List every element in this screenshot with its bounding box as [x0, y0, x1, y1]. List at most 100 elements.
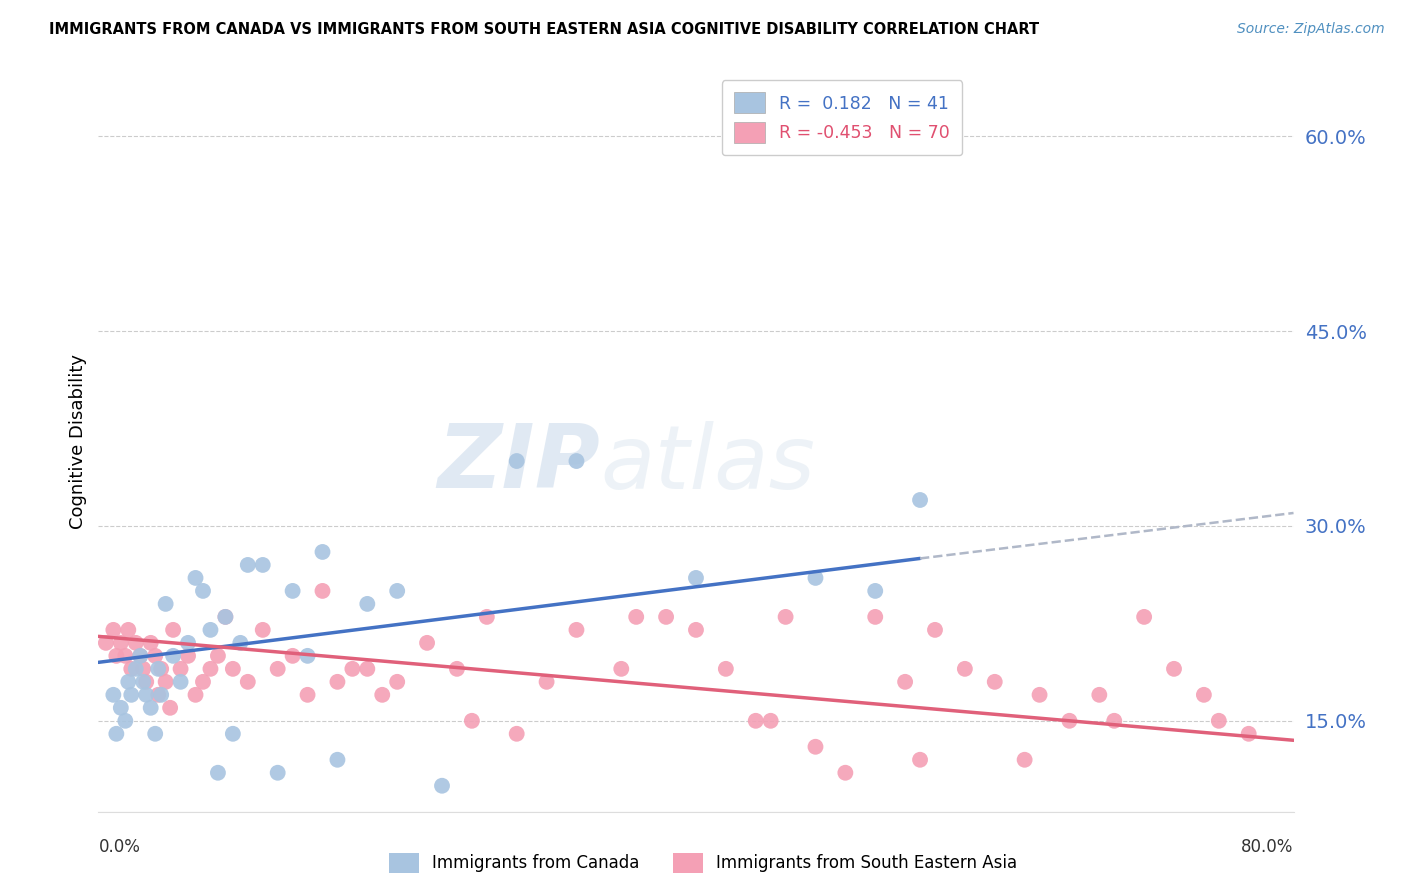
Point: [155, 597, 177, 611]
Point: [908, 753, 931, 767]
Point: [685, 623, 707, 637]
Point: [162, 648, 184, 663]
Point: [125, 636, 148, 650]
Point: [110, 636, 132, 650]
Point: [1104, 714, 1126, 728]
Point: [267, 765, 290, 780]
Point: [356, 662, 378, 676]
Point: [894, 674, 917, 689]
Point: [297, 688, 319, 702]
Point: [177, 648, 200, 663]
Text: atlas: atlas: [600, 421, 815, 507]
Point: [139, 636, 162, 650]
Point: [150, 662, 173, 676]
Point: [191, 674, 214, 689]
Point: [162, 623, 184, 637]
Point: [184, 688, 207, 702]
Point: [385, 674, 409, 689]
Point: [135, 674, 157, 689]
Point: [148, 688, 170, 702]
Point: [159, 701, 181, 715]
Point: [252, 623, 274, 637]
Point: [908, 493, 931, 508]
Point: [229, 636, 252, 650]
Point: [155, 674, 177, 689]
Point: [326, 753, 349, 767]
Point: [207, 765, 229, 780]
Point: [117, 623, 139, 637]
Point: [129, 648, 152, 663]
Point: [105, 648, 128, 663]
Point: [281, 648, 304, 663]
Legend: Immigrants from Canada, Immigrants from South Eastern Asia: Immigrants from Canada, Immigrants from …: [382, 847, 1024, 880]
Y-axis label: Cognitive Disability: Cognitive Disability: [69, 354, 87, 529]
Point: [200, 623, 222, 637]
Point: [103, 688, 125, 702]
Point: [207, 648, 229, 663]
Point: [356, 597, 378, 611]
Point: [114, 714, 136, 728]
Point: [236, 674, 259, 689]
Point: [506, 727, 529, 741]
Point: [565, 623, 588, 637]
Point: [214, 610, 236, 624]
Point: [1133, 610, 1156, 624]
Point: [475, 610, 498, 624]
Point: [565, 454, 588, 468]
Point: [759, 714, 782, 728]
Point: [252, 558, 274, 572]
Point: [143, 727, 166, 741]
Point: [385, 583, 409, 598]
Point: [117, 674, 139, 689]
Point: [610, 662, 633, 676]
Point: [1059, 714, 1081, 728]
Point: [191, 583, 214, 598]
Point: [214, 610, 236, 624]
Point: [536, 674, 558, 689]
Legend: R =  0.182   N = 41, R = -0.453   N = 70: R = 0.182 N = 41, R = -0.453 N = 70: [721, 80, 962, 155]
Point: [135, 688, 157, 702]
Point: [94, 636, 117, 650]
Text: IMMIGRANTS FROM CANADA VS IMMIGRANTS FROM SOUTH EASTERN ASIA COGNITIVE DISABILIT: IMMIGRANTS FROM CANADA VS IMMIGRANTS FRO…: [49, 22, 1039, 37]
Point: [150, 688, 173, 702]
Point: [865, 583, 887, 598]
Point: [311, 545, 333, 559]
Point: [506, 454, 529, 468]
Point: [222, 662, 245, 676]
Point: [1192, 688, 1215, 702]
Point: [103, 623, 125, 637]
Point: [148, 662, 170, 676]
Point: [626, 610, 648, 624]
Point: [326, 674, 349, 689]
Point: [924, 623, 946, 637]
Point: [297, 648, 319, 663]
Point: [177, 636, 200, 650]
Point: [129, 648, 152, 663]
Point: [953, 662, 976, 676]
Point: [1028, 688, 1050, 702]
Point: [745, 714, 768, 728]
Point: [804, 739, 827, 754]
Point: [184, 571, 207, 585]
Point: [1014, 753, 1036, 767]
Point: [169, 674, 191, 689]
Point: [1088, 688, 1111, 702]
Point: [200, 662, 222, 676]
Point: [143, 648, 166, 663]
Point: [775, 610, 797, 624]
Point: [281, 583, 304, 598]
Text: Source: ZipAtlas.com: Source: ZipAtlas.com: [1237, 22, 1385, 37]
Point: [267, 662, 290, 676]
Point: [430, 779, 453, 793]
Point: [114, 648, 136, 663]
Point: [139, 701, 162, 715]
Point: [685, 571, 707, 585]
Point: [311, 583, 333, 598]
Point: [110, 701, 132, 715]
Point: [132, 674, 155, 689]
Point: [834, 765, 856, 780]
Point: [222, 727, 245, 741]
Point: [342, 662, 364, 676]
Point: [132, 662, 155, 676]
Point: [236, 558, 259, 572]
